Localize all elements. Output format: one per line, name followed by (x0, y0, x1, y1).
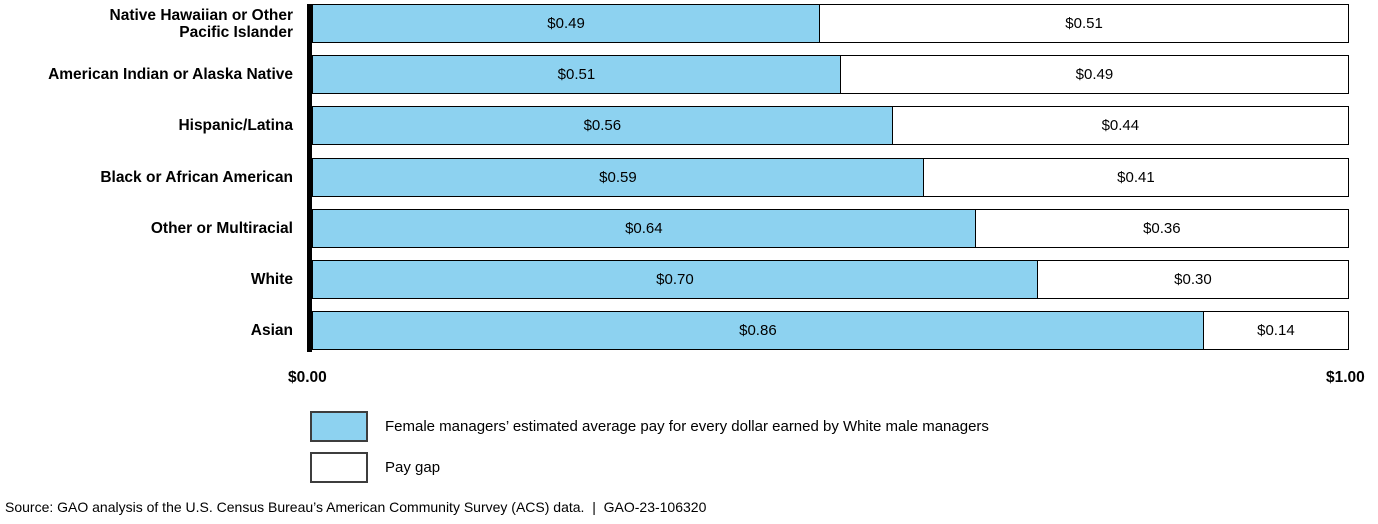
pay-segment: $0.56 (312, 106, 893, 146)
bar-rows: $0.49 $0.51 $0.51 $0.49 $0.56 $0.44 $0.59 $0.41… (312, 4, 1349, 362)
category-label: Asian (250, 322, 293, 340)
y-axis-line (307, 4, 312, 352)
legend-swatch-pay (310, 411, 368, 442)
pay-segment: $0.86 (312, 311, 1204, 351)
bar-row: $0.70 $0.30 (312, 259, 1349, 299)
pay-segment: $0.64 (312, 208, 976, 248)
category-label: Black or African American (100, 168, 293, 186)
legend-label-gap: Pay gap (385, 459, 441, 476)
category-label: American Indian or Alaska Native (48, 66, 293, 84)
legend-label-pay: Female managers’ estimated average pay f… (385, 418, 989, 435)
x-axis-tick-min: $0.00 (288, 369, 327, 386)
category-label: Hispanic/Latina (178, 117, 293, 135)
source-line: Source: GAO analysis of the U.S. Census … (5, 499, 707, 515)
legend-item-pay: Female managers’ estimated average pay f… (310, 411, 989, 442)
gap-segment: $0.49 (840, 55, 1349, 95)
legend-swatch-gap (310, 452, 368, 483)
gap-segment: $0.44 (892, 106, 1349, 146)
pay-segment: $0.49 (312, 4, 821, 43)
bar-row: $0.64 $0.36 (312, 208, 1349, 248)
gap-segment: $0.51 (820, 4, 1349, 43)
x-axis-tick-max: $1.00 (1326, 369, 1365, 386)
category-label: White (250, 270, 293, 288)
legend-item-gap: Pay gap (310, 452, 989, 483)
gap-segment: $0.14 (1203, 311, 1349, 351)
bar-row: $0.59 $0.41 (312, 157, 1349, 197)
bar-row: $0.86 $0.14 (312, 311, 1349, 351)
category-label: Other or Multiracial (150, 219, 293, 237)
pay-segment: $0.70 (312, 259, 1038, 299)
bar-row: $0.51 $0.49 (312, 55, 1349, 95)
pay-segment: $0.59 (312, 157, 924, 197)
category-label: Native Hawaiian or Other Pacific Islande… (109, 6, 293, 41)
gap-segment: $0.30 (1037, 259, 1349, 299)
bar-row: $0.49 $0.51 (312, 4, 1349, 43)
pay-segment: $0.51 (312, 55, 841, 95)
gap-segment: $0.36 (975, 208, 1349, 248)
bar-row: $0.56 $0.44 (312, 106, 1349, 146)
gap-segment: $0.41 (923, 157, 1349, 197)
category-labels: Native Hawaiian or Other Pacific Islande… (0, 4, 307, 362)
legend: Female managers’ estimated average pay f… (310, 411, 989, 493)
